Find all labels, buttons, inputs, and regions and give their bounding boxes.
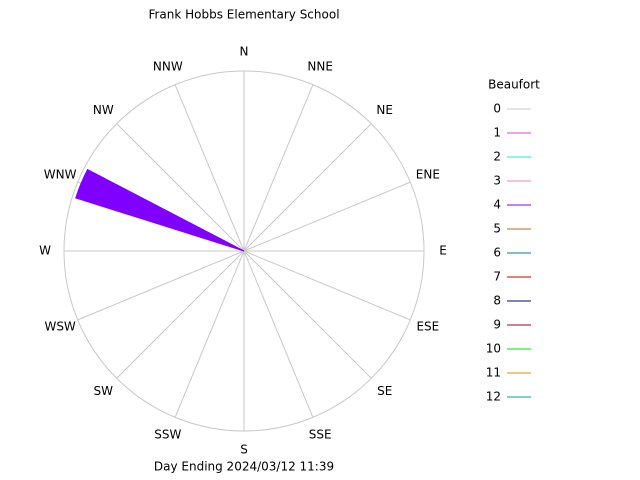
direction-label: W (39, 244, 51, 258)
spoke (243, 84, 314, 252)
direction-label: NE (376, 103, 393, 117)
spoke (243, 250, 411, 321)
spoke (116, 250, 245, 379)
direction-label: NW (93, 103, 114, 117)
spoke (174, 84, 245, 252)
spoke (116, 123, 245, 252)
legend-label: 7 (493, 270, 501, 284)
legend-label: 5 (493, 222, 501, 236)
direction-label: SSE (309, 427, 332, 441)
legend-label: 1 (493, 126, 501, 140)
spoke (243, 250, 372, 379)
direction-label: ENE (416, 167, 440, 181)
direction-label: E (439, 244, 447, 258)
legend-label: 4 (493, 198, 501, 212)
spoke (77, 250, 245, 321)
direction-label: WNW (44, 167, 77, 181)
legend-label: 8 (493, 294, 501, 308)
spoke (243, 250, 314, 418)
legend-label: 12 (486, 390, 501, 404)
legend-label: 10 (486, 342, 501, 356)
direction-label: NNW (153, 60, 183, 74)
legend-label: 2 (493, 150, 501, 164)
legend-title: Beaufort (488, 78, 540, 92)
direction-label: S (240, 443, 248, 457)
legend-label: 9 (493, 318, 501, 332)
direction-label: N (240, 45, 249, 59)
direction-label: ESE (416, 320, 439, 334)
direction-label: NNE (307, 60, 333, 74)
legend-label: 11 (486, 366, 501, 380)
chart-subtitle: Day Ending 2024/03/12 11:39 (154, 460, 334, 474)
direction-label: WSW (44, 320, 75, 334)
spoke (243, 123, 372, 252)
direction-label: SSW (154, 427, 181, 441)
legend-label: 0 (493, 102, 501, 116)
legend-label: 3 (493, 174, 501, 188)
spoke (174, 250, 245, 418)
legend-label: 6 (493, 246, 501, 260)
direction-label: SE (377, 384, 392, 398)
spoke (243, 181, 411, 252)
chart-title: Frank Hobbs Elementary School (148, 8, 339, 22)
wedge (75, 168, 245, 252)
direction-label: SW (94, 384, 114, 398)
